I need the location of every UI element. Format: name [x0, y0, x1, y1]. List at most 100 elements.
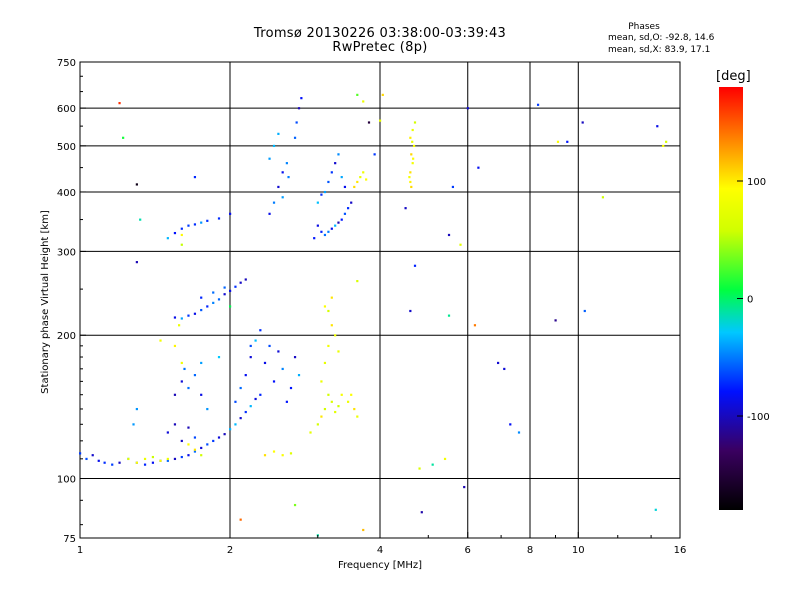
data-point: [327, 393, 330, 396]
data-point: [234, 400, 237, 403]
data-point: [193, 374, 197, 377]
data-point: [139, 218, 142, 221]
data-point: [206, 443, 209, 446]
data-point: [665, 140, 668, 143]
data-point: [229, 289, 232, 292]
data-point: [411, 128, 414, 132]
data-point: [193, 223, 197, 226]
data-point: [239, 281, 242, 284]
y-axis-label: Stationary phase Virtual Height [km]: [40, 210, 51, 394]
scatter-points: [79, 93, 668, 537]
data-point: [330, 324, 333, 327]
data-point: [118, 461, 121, 464]
data-point: [353, 185, 356, 189]
data-point: [289, 386, 293, 390]
data-point: [281, 367, 284, 371]
data-point: [173, 344, 177, 348]
data-point: [297, 374, 301, 377]
data-point: [409, 171, 412, 174]
data-point: [254, 339, 257, 342]
data-point: [447, 233, 451, 237]
data-point: [373, 153, 376, 156]
data-point: [212, 291, 215, 294]
data-point: [193, 448, 197, 451]
y-tick-label: 750: [57, 58, 76, 69]
data-point: [187, 224, 190, 227]
data-point: [272, 201, 276, 204]
data-point: [346, 400, 350, 403]
data-point: [206, 407, 209, 411]
data-point: [103, 461, 106, 464]
data-point: [193, 175, 197, 179]
data-point: [127, 457, 130, 461]
data-point: [122, 136, 125, 139]
data-point: [327, 230, 330, 233]
data-point: [293, 136, 297, 139]
data-point: [365, 178, 368, 181]
colorbar-unit: [deg]: [716, 69, 751, 84]
data-point: [135, 183, 138, 186]
data-point: [200, 446, 203, 450]
data-point: [581, 121, 584, 124]
data-point: [281, 454, 284, 457]
data-point: [350, 393, 353, 396]
data-point: [412, 144, 416, 148]
data-point: [187, 426, 190, 429]
data-point: [200, 296, 203, 299]
data-point: [418, 467, 421, 470]
data-point: [473, 324, 477, 327]
data-point: [187, 314, 190, 317]
data-point: [463, 485, 466, 489]
data-point: [263, 454, 267, 457]
x-axis-label: Frequency [MHz]: [338, 560, 422, 571]
data-point: [277, 132, 280, 135]
data-point: [289, 452, 293, 455]
data-point: [293, 503, 297, 507]
colorbar-ticks: 100 0 -100: [737, 177, 770, 423]
data-point: [340, 393, 343, 396]
data-point: [443, 457, 447, 461]
x-tick-label: 1: [77, 545, 83, 556]
data-point: [180, 380, 183, 383]
data-point: [509, 423, 512, 426]
data-point: [180, 227, 183, 230]
data-point: [217, 356, 221, 359]
data-point: [316, 423, 319, 426]
x-axis-ticks: 1 2 4 6 8 10 16: [77, 532, 686, 556]
data-point: [337, 350, 340, 353]
data-point: [334, 162, 337, 165]
data-point: [327, 309, 330, 313]
data-point: [212, 439, 215, 443]
data-point: [244, 410, 247, 414]
data-point: [249, 344, 252, 348]
data-point: [200, 361, 203, 365]
phases-x-stats: mean, sd,X: 83.9, 17.1: [608, 45, 711, 55]
data-point: [420, 511, 423, 514]
data-point: [340, 218, 343, 221]
data-point: [334, 334, 337, 337]
data-point: [277, 350, 280, 353]
data-point: [411, 140, 414, 143]
data-point: [234, 423, 237, 426]
data-point: [356, 280, 359, 283]
data-point: [239, 417, 242, 420]
data-point: [281, 171, 284, 174]
data-point: [287, 175, 290, 179]
data-point: [97, 459, 100, 462]
data-point: [320, 380, 323, 383]
y-tick-label: 400: [57, 188, 76, 199]
data-point: [295, 121, 298, 124]
data-point: [111, 463, 114, 466]
data-point: [327, 344, 330, 348]
colorbar-tick-label: 100: [747, 177, 766, 188]
data-point: [239, 518, 242, 521]
data-point: [166, 457, 169, 461]
data-point: [159, 339, 162, 342]
data-point: [293, 356, 297, 359]
data-point: [337, 405, 340, 408]
data-point: [166, 431, 169, 434]
data-point: [268, 344, 271, 348]
data-point: [118, 102, 121, 105]
x-tick-label: 10: [572, 545, 585, 556]
